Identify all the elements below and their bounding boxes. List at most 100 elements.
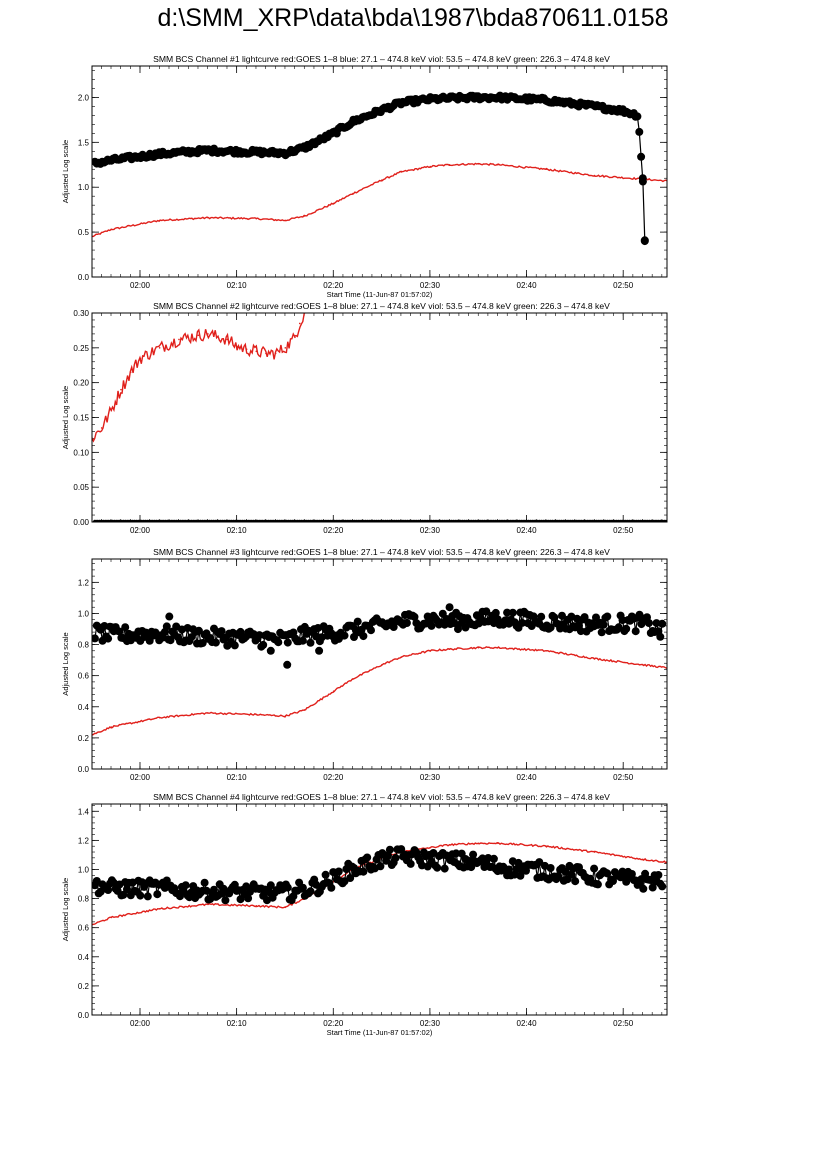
goes-data-point (255, 905, 258, 907)
series-bcs (92, 519, 667, 522)
bcs-marker (92, 634, 99, 643)
goes-data-point (110, 726, 113, 728)
bcs-marker (359, 867, 368, 876)
bcs-marker (236, 627, 245, 636)
bcs-marker (266, 881, 275, 890)
bcs-marker (452, 849, 461, 858)
y-tick-label: 0.2 (78, 982, 90, 991)
bcs-marker (603, 612, 612, 621)
x-tick-label: 02:10 (227, 526, 248, 535)
goes-data-point (400, 171, 403, 173)
goes-data-point (236, 345, 238, 348)
goes-data-point (110, 228, 113, 231)
goes-data-point (284, 219, 287, 222)
bcs-marker (181, 881, 190, 890)
y-tick-label: 0.0 (78, 273, 90, 282)
y-tick-label: 1.5 (78, 138, 90, 147)
chart-panel-3: SMM BCS Channel #3 lightcurve red:GOES 1… (61, 547, 668, 782)
bcs-marker (402, 619, 411, 627)
x-tick-label: 02:50 (613, 773, 634, 782)
y-tick-label: 0.4 (78, 703, 90, 712)
goes-line (92, 646, 667, 736)
goes-data-point (352, 677, 354, 680)
y-tick-label: 1.2 (78, 578, 90, 587)
bcs-marker (593, 880, 602, 889)
series-goes (92, 162, 667, 238)
y-tick-label: 0.15 (73, 414, 89, 423)
plot-frame (91, 312, 668, 523)
bcs-marker (210, 885, 218, 894)
y-tick-label: 0.0 (78, 765, 90, 774)
y-axis-label: Adjusted Log scale (61, 386, 70, 449)
y-tick-label: 0.05 (73, 483, 89, 492)
y-tick-label: 0.0 (78, 1011, 90, 1020)
goes-data-point (100, 427, 103, 429)
y-tick-label: 0.5 (78, 228, 90, 237)
y-tick-label: 0.30 (73, 309, 89, 318)
bcs-marker (654, 871, 663, 879)
goes-data-point (642, 663, 644, 666)
bcs-marker (590, 864, 599, 873)
bcs-marker (376, 862, 385, 871)
bcs-marker (315, 646, 324, 655)
goes-data-point (178, 338, 180, 341)
bcs-marker (635, 127, 644, 136)
bcs-marker (397, 845, 406, 854)
bcs-marker (406, 859, 415, 868)
bcs-marker (546, 623, 555, 632)
bcs-marker (194, 626, 203, 635)
bcs-marker (385, 845, 394, 854)
bcs-marker (558, 611, 566, 620)
bcs-marker (482, 607, 491, 616)
goes-data-point (207, 216, 209, 219)
x-tick-label: 02:40 (517, 773, 538, 782)
x-tick-label: 02:30 (420, 1019, 441, 1028)
goes-data-point (303, 215, 306, 217)
bcs-marker (554, 872, 563, 881)
bcs-marker (217, 627, 226, 636)
x-tick-label: 02:40 (517, 526, 538, 535)
plot-area (92, 313, 667, 522)
goes-data-point (245, 348, 248, 351)
goes-data-point (400, 656, 403, 658)
goes-data-point (545, 649, 548, 652)
goes-data-point (298, 322, 301, 325)
chart-title: SMM BCS Channel #4 lightcurve red:GOES 1… (153, 792, 610, 802)
y-tick-label: 0.6 (78, 924, 90, 933)
goes-data-point (429, 846, 432, 849)
bcs-marker (353, 617, 362, 626)
y-tick-label: 0.20 (73, 379, 89, 388)
bcs-marker (597, 628, 606, 637)
bcs-marker (469, 850, 478, 859)
bcs-marker (571, 877, 580, 886)
goes-data-point (352, 192, 354, 195)
goes-data-point (448, 843, 451, 846)
bcs-marker (327, 883, 336, 892)
x-tick-label: 02:10 (227, 1019, 248, 1028)
goes-data-point (158, 347, 161, 349)
bcs-marker (259, 640, 268, 649)
bcs-marker (658, 882, 667, 891)
goes-data-point (129, 371, 132, 374)
chart-title: SMM BCS Channel #1 lightcurve red:GOES 1… (153, 54, 610, 64)
x-axis-label: Start Time (11-Jun-87 01:57:02) (327, 1028, 433, 1037)
goes-data-point (497, 842, 499, 845)
bcs-marker (664, 519, 667, 522)
bcs-marker (427, 621, 436, 630)
goes-data-point (158, 907, 161, 910)
y-tick-label: 0.2 (78, 734, 90, 743)
x-tick-label: 02:50 (613, 281, 634, 290)
plot-frame (91, 803, 668, 1016)
bcs-marker (283, 638, 292, 647)
goes-data-point (448, 163, 451, 166)
goes-data-point (381, 663, 383, 666)
series-bcs (92, 603, 667, 669)
goes-data-point (158, 716, 161, 719)
bcs-marker (614, 623, 623, 632)
x-tick-label: 02:40 (517, 1019, 538, 1028)
goes-data-point (207, 712, 209, 714)
goes-data-point (545, 845, 548, 847)
goes-data-point (593, 174, 596, 177)
goes-data-point (255, 350, 258, 353)
bcs-marker (465, 857, 474, 865)
